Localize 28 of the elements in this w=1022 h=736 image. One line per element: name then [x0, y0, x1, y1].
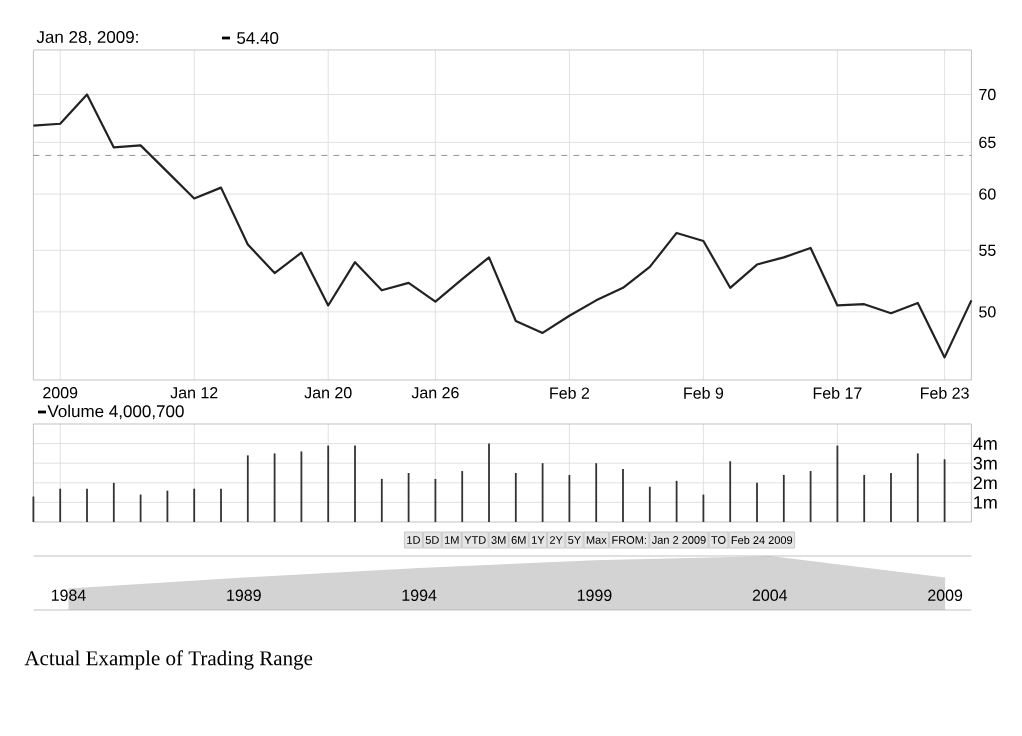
x-tick-label: 1994 — [402, 589, 437, 601]
x-tick-label: 2004 — [752, 589, 788, 601]
y-tick-label: 1m — [974, 496, 997, 509]
y-tick-label: 55 — [979, 244, 996, 256]
y-tick-label: 4m — [973, 437, 997, 450]
x-tick-label: Feb 23 — [921, 387, 969, 399]
x-tick-label: Jan 20 — [304, 387, 352, 399]
y-tick-label: 65 — [979, 136, 996, 149]
text: Jan 28, 2009: — [36, 30, 138, 46]
x-tick-label: 2009 — [43, 387, 78, 399]
y-tick-label: 60 — [979, 188, 996, 200]
line-series — [32, 93, 973, 359]
x-tick-label: Feb 2 — [550, 387, 590, 399]
x-tick-label: Feb 17 — [813, 387, 862, 399]
x-tick-label: 1989 — [227, 589, 261, 601]
text: Actual Example of Trading Range — [24, 650, 313, 670]
x-tick-label: 1999 — [577, 589, 612, 601]
x-tick-label: 2009 — [928, 589, 963, 601]
text: 54.40 — [237, 32, 279, 45]
x-tick-label: 1984 — [51, 589, 86, 601]
y-tick-label: 70 — [979, 88, 996, 101]
text: Volume 4,000,700 — [47, 404, 184, 420]
x-tick-label: Feb 9 — [684, 387, 724, 399]
y-tick-label: 3m — [973, 456, 997, 470]
y-tick-label: 2m — [973, 476, 997, 490]
x-tick-label: Jan 12 — [170, 387, 218, 399]
y-tick-label: 50 — [979, 306, 996, 318]
x-tick-label: Jan 26 — [411, 387, 459, 399]
